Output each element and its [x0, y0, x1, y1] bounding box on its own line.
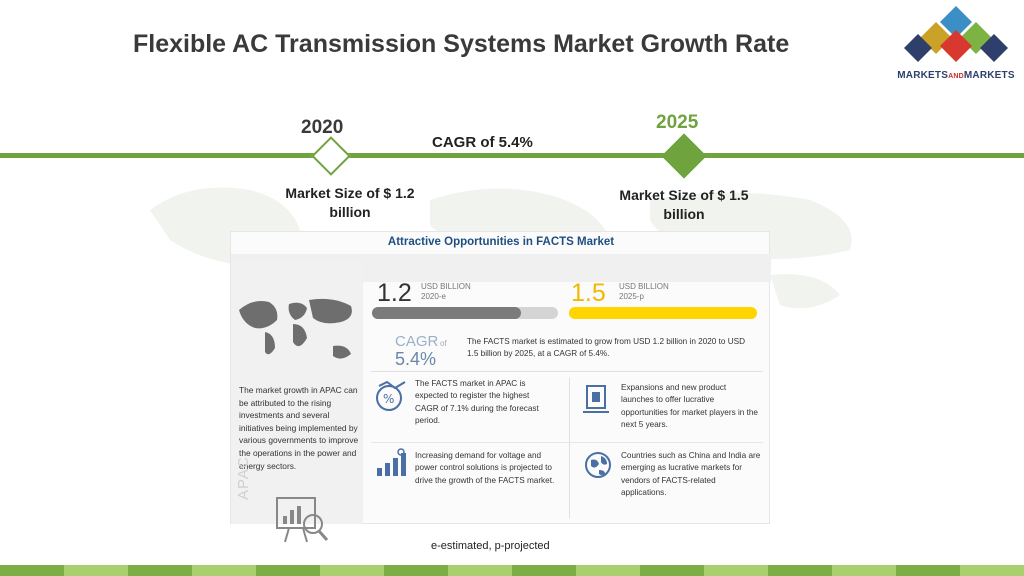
logo-text: MARKETSANDMARKETS	[897, 70, 1015, 81]
apac-vertical-label: APAC	[235, 456, 252, 500]
insight-china-india: Countries such as China and India are em…	[621, 451, 761, 497]
value-2020-number: 1.2	[377, 279, 412, 307]
timeline-line	[0, 153, 1024, 158]
year-2025-label: 2025	[656, 112, 699, 133]
footnote: e-estimated, p-projected	[431, 540, 550, 552]
launch-product-icon	[583, 385, 609, 413]
page-title: Flexible AC Transmission Systems Market …	[133, 30, 790, 58]
apac-description: The market growth in APAC can be attribu…	[239, 385, 359, 471]
progress-bar-2020-fill	[372, 307, 521, 319]
percent-chart-icon: %	[376, 380, 406, 411]
world-map-icon	[239, 298, 352, 359]
insight-demand: Increasing demand for voltage and power …	[415, 451, 555, 485]
progress-bar-2025	[569, 307, 757, 319]
globe-icon	[585, 452, 611, 478]
year-2020-label: 2020	[301, 117, 344, 138]
value-2025-number: 1.5	[571, 279, 606, 307]
progress-bar-2025-fill	[569, 307, 757, 319]
infographic-cagr-value: 5.4%	[395, 349, 437, 369]
analytics-magnifier-icon	[276, 497, 329, 543]
markets-and-markets-logo: MARKETSANDMARKETS	[888, 4, 1024, 84]
market-size-2020: Market Size of $ 1.2 billion	[285, 185, 415, 220]
apac-column: The market growth in APAC can be attribu…	[231, 262, 363, 543]
insight-apac-cagr: The FACTS market in APAC is expected to …	[415, 379, 539, 425]
insight-expansions: Expansions and new product launches to o…	[621, 383, 758, 429]
progress-bar-2020	[372, 307, 558, 319]
logo-diamonds-icon	[904, 6, 1008, 62]
svg-text:%: %	[383, 392, 394, 406]
infographic-cagr-label: CAGR	[395, 333, 439, 350]
divider-horizontal-2	[371, 442, 763, 443]
infographic-cagr-of: of	[440, 339, 447, 348]
infographic-title: Attractive Opportunities in FACTS Market	[387, 236, 615, 248]
value-2025-unit: USD BILLION 2025-p	[619, 282, 669, 301]
opportunities-infographic: Attractive Opportunities in FACTS Market…	[230, 231, 771, 543]
cagr-label: CAGR of 5.4%	[432, 134, 533, 151]
divider-horizontal	[371, 371, 763, 372]
divider-vertical	[569, 378, 570, 518]
footer-stripe	[0, 565, 1024, 576]
market-summary-text: The FACTS market is estimated to grow fr…	[467, 337, 746, 358]
market-size-2025: Market Size of $ 1.5 billion	[619, 187, 749, 222]
bar-growth-icon	[377, 448, 406, 476]
value-2020-unit: USD BILLION 2020-e	[421, 282, 471, 301]
